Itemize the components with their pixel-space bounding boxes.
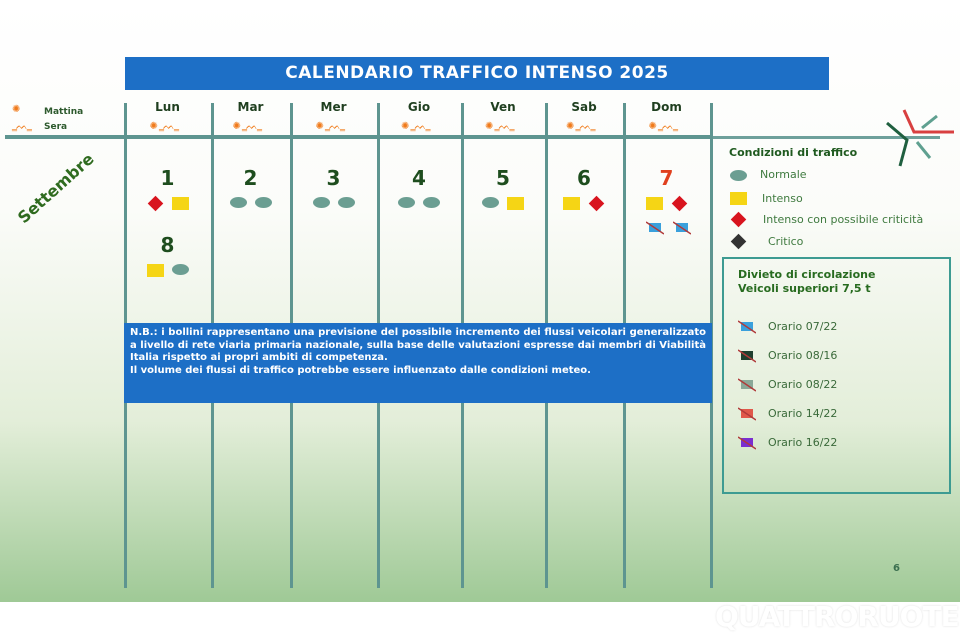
intense-square-icon [146,264,164,277]
day-header-gio: Gio [407,100,431,114]
morning-evening-icons: ✺ ‗ᨓ‗ [401,121,431,132]
truck-ban-icon [738,407,756,421]
normal-dot-icon [482,197,499,208]
truck-ban-icon [738,320,756,334]
day-number: 6 [577,166,591,190]
truck-ban-legend [722,257,951,494]
legend-evening: Sera [44,122,68,132]
day-header-lun: Lun [155,100,180,114]
header-divider-right [710,136,940,139]
truck-ban-icon [738,436,756,450]
truck-ban-icon [645,221,664,235]
intense-square-icon [645,197,663,210]
header-divider [5,135,710,139]
day-number: 7 [659,166,674,190]
normal-dot-icon [423,197,440,208]
morning-evening-icons: ✺ ‗ᨓ‗ [232,121,263,132]
day-header-mar: Mar [237,100,264,114]
truck-ban-icon [672,221,691,235]
legend-morning: Mattina [44,107,84,117]
normal-dot-icon [171,264,189,275]
legend-intenso: Intenso [762,192,803,205]
morning-evening-icons: ✺ ‗ᨓ‗ [485,121,515,132]
intense-square-icon [507,197,524,210]
day-header-sab: Sab [571,100,597,114]
normal-dot-icon [229,197,247,208]
viabilita-italia-logo-icon [886,109,954,167]
morning-evening-icons: ✺ ‗ᨓ‗ [566,121,596,132]
page-title: CALENDARIO TRAFFICO INTENSO 2025 [125,57,829,90]
watermark-logo: QUATTRORUOTE [715,600,960,633]
truck-ban-item: Orario 07/22 [768,320,838,333]
truck-ban-item: Orario 14/22 [768,407,838,420]
truck-ban-icon [738,349,756,363]
legend-normale: Normale [760,168,807,181]
intense-square-icon [730,192,747,205]
normal-dot-icon [312,197,330,208]
conditions-title: Condizioni di traffico [729,146,858,159]
truck-ban-item: Orario 16/22 [768,436,838,449]
normal-dot-icon [730,170,747,181]
truck-ban-icon [738,378,756,392]
day-number: 3 [326,166,341,190]
legend-critico: Critico [768,235,804,248]
morning-evening-icons: ✺ ‗ᨓ‗ [149,121,180,132]
normal-dot-icon [398,197,415,208]
morning-evening-icons: ✺ ‗ᨓ‗ [315,121,346,132]
note-text-weather: Il volume dei flussi di traffico potrebb… [130,364,591,376]
day-number: 4 [412,166,426,190]
note-text: N.B.: i bollini rappresentano una previs… [130,327,706,363]
day-number: 1 [160,166,175,190]
intense-critical-diamond-icon [671,195,687,212]
normal-dot-icon [337,197,355,208]
day-header-mer: Mer [320,100,347,114]
day-number: 5 [496,166,510,190]
month-label: Settembre [14,149,98,228]
note-box: N.B.: i bollini rappresentano una previs… [124,323,712,403]
intense-critical-diamond-icon [147,195,163,212]
truck-ban-title-line1: Divieto di circolazione [738,268,876,281]
day-number: 8 [160,233,175,257]
intense-critical-diamond-icon [730,211,747,228]
day-header-dom: Dom [651,100,682,114]
intense-square-icon [171,197,189,210]
intense-square-icon [563,197,580,210]
truck-ban-title-line2: Veicoli superiori 7,5 t [738,282,871,295]
truck-ban-item: Orario 08/16 [768,349,838,362]
sunset-icon: ‗ᨓ‗ [12,121,32,132]
slide: CALENDARIO TRAFFICO INTENSO 2025 ✺ Matti… [0,0,960,602]
legend-intenso-criticita: Intenso con possibile criticità [763,213,924,226]
normal-dot-icon [254,197,272,208]
morning-evening-icons: ✺ ‗ᨓ‗ [648,121,679,132]
day-header-ven: Ven [490,100,516,114]
truck-ban-item: Orario 08/22 [768,378,838,391]
day-number: 2 [243,166,258,190]
page-number: 6 [893,563,900,574]
critical-diamond-icon [730,233,747,250]
intense-critical-diamond-icon [588,195,605,212]
sun-icon: ✺ [12,104,20,115]
truck-ban-title: Divieto di circolazione Veicoli superior… [738,268,875,296]
